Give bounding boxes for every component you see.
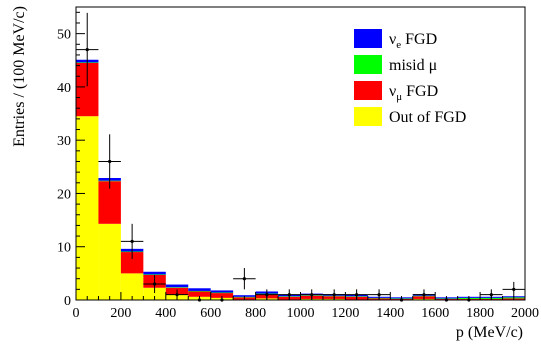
legend-swatch — [354, 81, 382, 100]
y-tick-label: 10 — [57, 241, 71, 256]
x-tick-label: 1200 — [331, 306, 359, 321]
bar-segment — [120, 252, 144, 274]
x-axis-label: p (MeV/c) — [456, 324, 523, 341]
bar-segment — [165, 284, 189, 288]
bar-segment — [98, 223, 121, 300]
x-tick-label: 2000 — [511, 306, 539, 321]
legend-entry: misid μ — [354, 55, 437, 74]
histogram-bars — [76, 59, 525, 300]
bar-segment — [210, 293, 234, 298]
legend-swatch — [354, 29, 382, 48]
bar-segment — [165, 287, 189, 288]
y-tick-label: 30 — [57, 134, 71, 149]
data-point — [233, 268, 256, 290]
bar-segment — [76, 62, 99, 117]
y-axis-label: Entries / (100 MeV/c) — [11, 6, 28, 147]
data-point — [120, 223, 144, 259]
x-tick-label: 1800 — [466, 306, 494, 321]
x-tick-label: 400 — [155, 306, 176, 321]
y-tick-label: 20 — [57, 187, 71, 202]
bar-segment — [210, 290, 234, 293]
x-tick-label: 1000 — [287, 306, 315, 321]
bar-segment — [120, 273, 144, 300]
y-tick-label: 0 — [64, 294, 71, 309]
bar-segment — [188, 288, 211, 291]
legend-swatch — [354, 107, 382, 126]
data-point — [98, 134, 121, 189]
legend-label: νe FGD — [389, 31, 437, 51]
bar-segment — [188, 291, 211, 297]
x-tick-label: 0 — [73, 306, 80, 321]
bar-segment — [143, 287, 166, 300]
legend-swatch — [354, 55, 382, 74]
x-tick-label: 800 — [245, 306, 266, 321]
y-tick-label: 40 — [57, 81, 71, 96]
bar-segment — [143, 274, 166, 275]
legend-entry: νe FGD — [354, 29, 437, 51]
bar-segment — [143, 271, 166, 275]
legend-label: Out of FGD — [389, 109, 466, 126]
legend-entry: Out of FGD — [354, 107, 466, 126]
y-tick-label: 50 — [57, 28, 71, 43]
data-point — [143, 274, 166, 294]
data-point — [502, 281, 525, 297]
legend-entry: νμ FGD — [354, 81, 438, 103]
bar-segment — [188, 290, 211, 292]
x-tick-label: 1600 — [421, 306, 449, 321]
legend-label: νμ FGD — [389, 83, 438, 103]
x-tick-label: 600 — [200, 306, 221, 321]
bar-segment — [98, 181, 121, 224]
x-tick-label: 1400 — [376, 306, 404, 321]
legend: νe FGD misid μ νμ FGD Out of FGD — [354, 29, 466, 126]
bar-segment — [76, 116, 99, 300]
data-point — [76, 12, 99, 87]
legend-label: misid μ — [389, 57, 437, 74]
bar-segment — [210, 292, 234, 294]
axes: 0 200 400 600 800 1000 1200 1400 1600 1800 2000 0 10… — [57, 11, 539, 321]
x-tick-label: 200 — [110, 306, 131, 321]
